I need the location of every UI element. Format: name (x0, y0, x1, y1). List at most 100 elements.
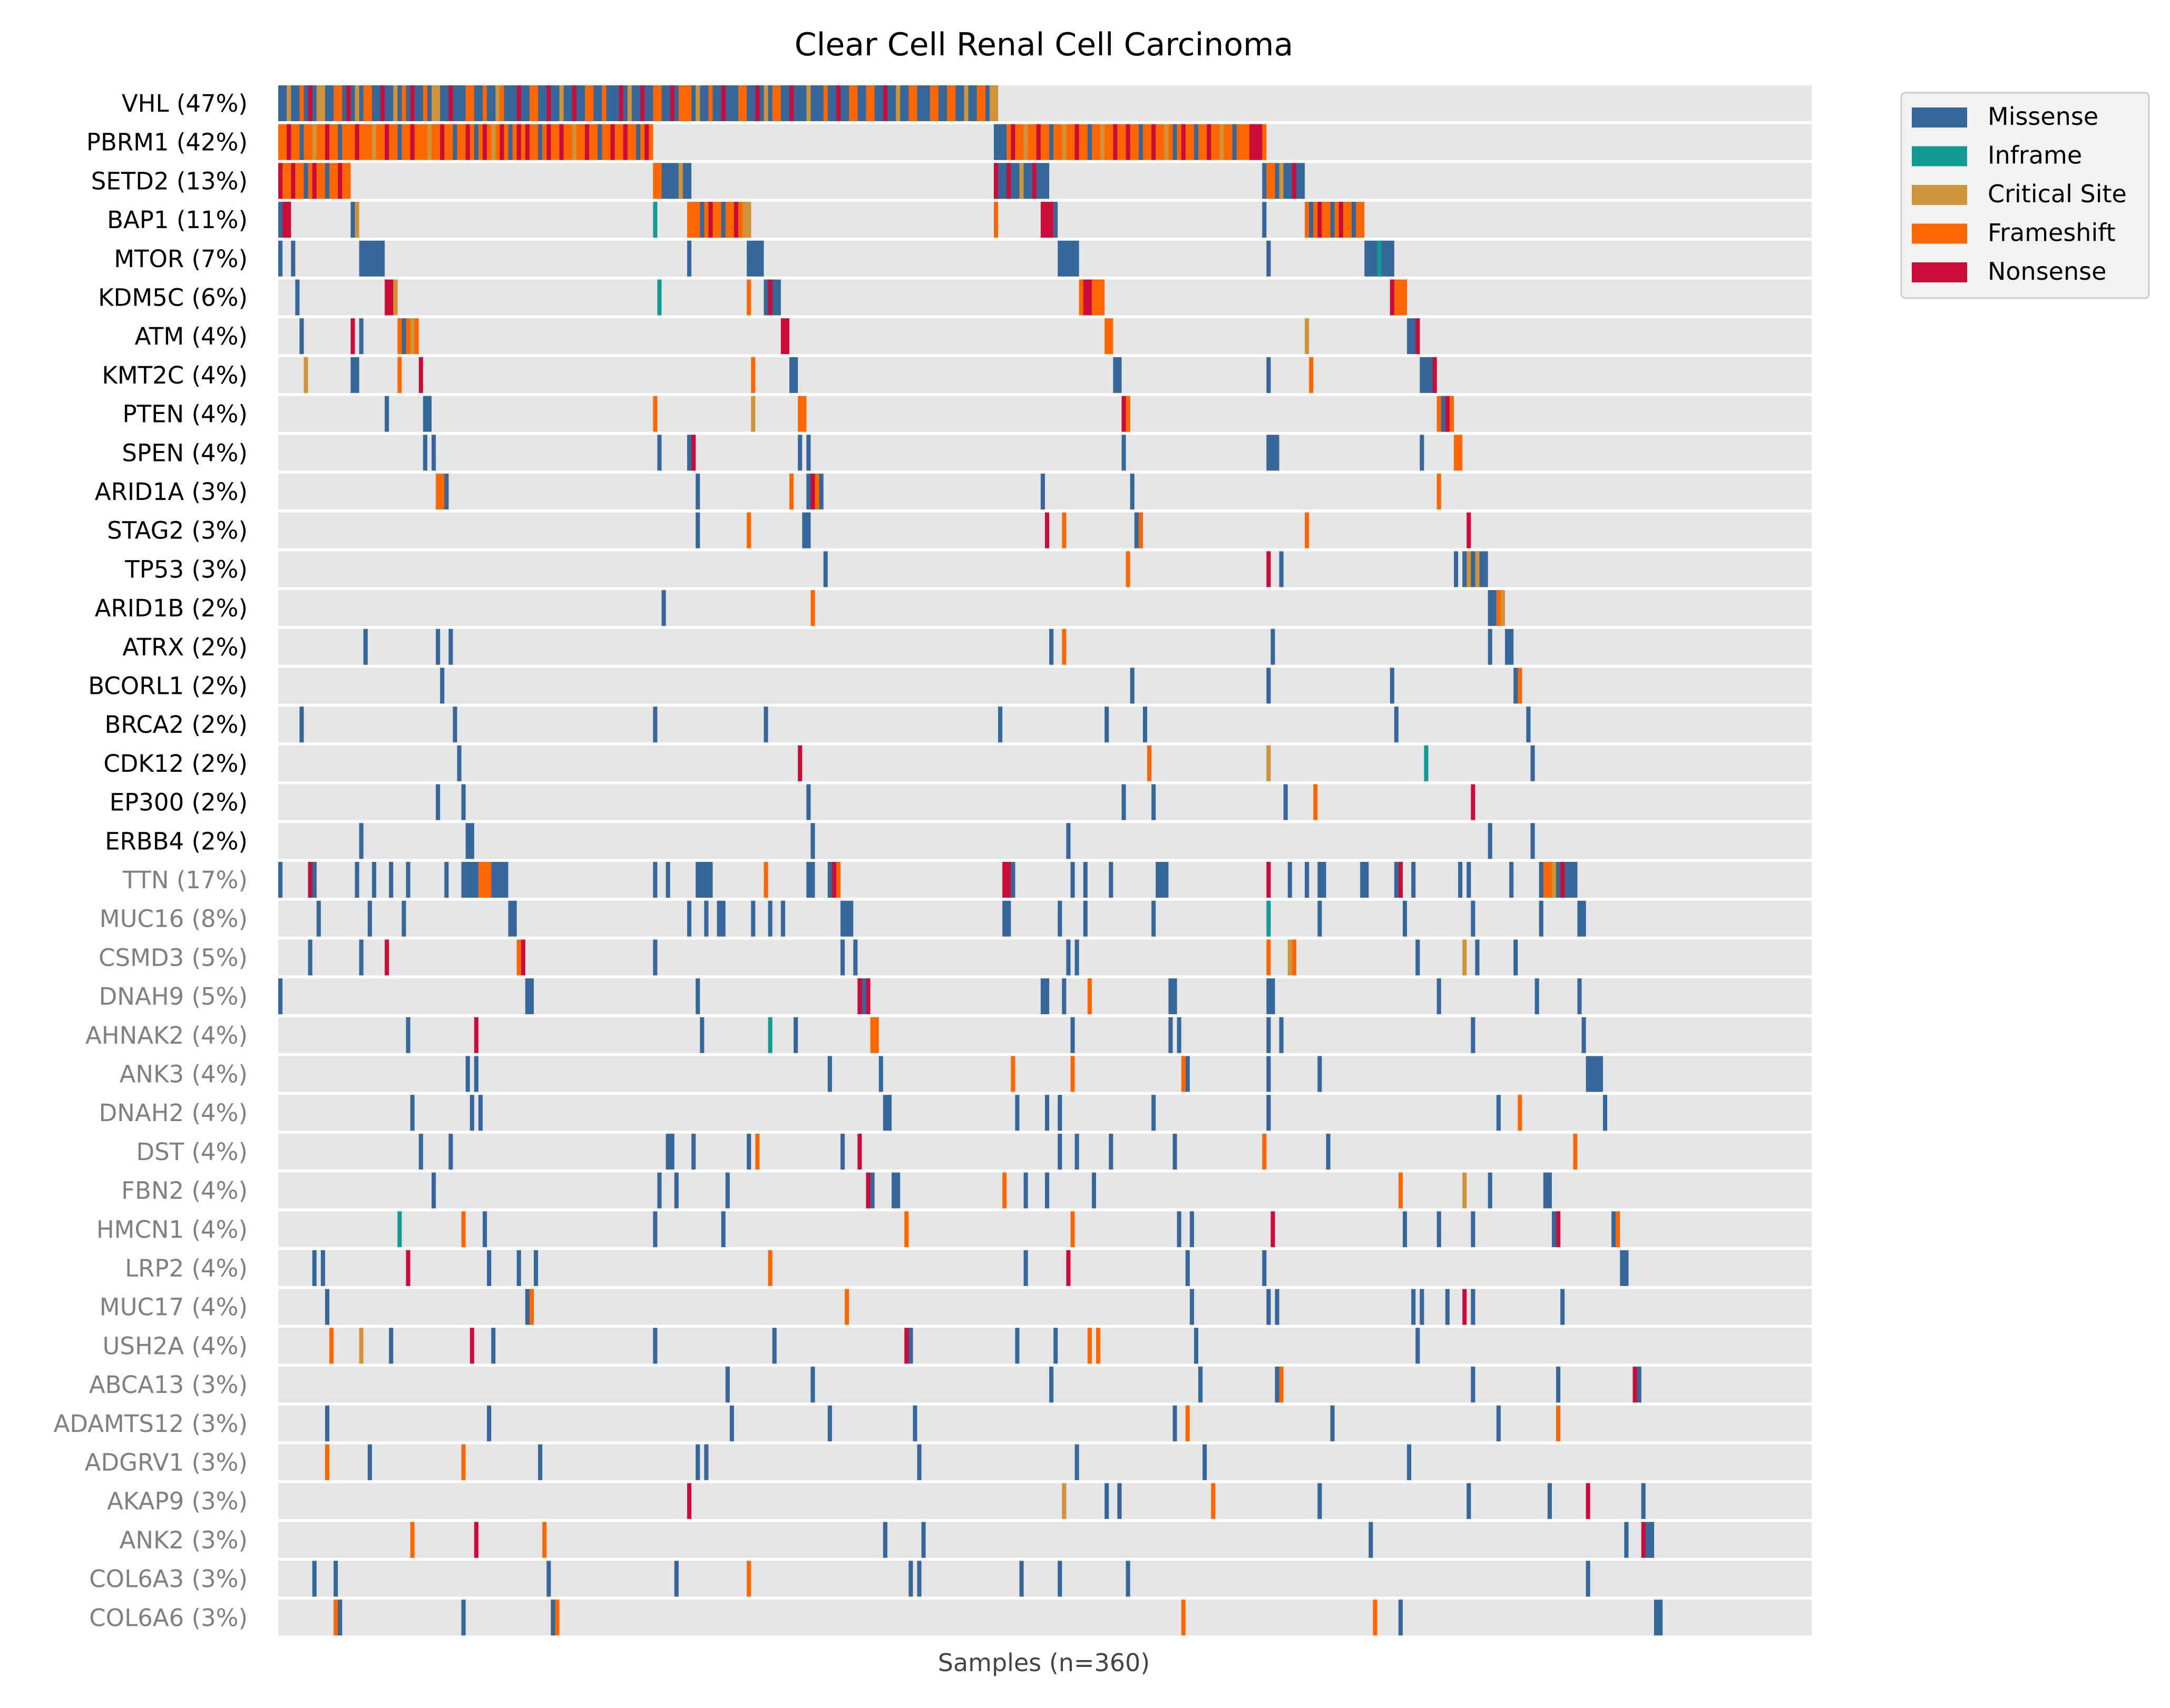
gene-label: ERBB4 (2%) (105, 827, 248, 855)
mutation-cell-missense (1053, 1328, 1058, 1364)
mutation-cell-critical-site (287, 85, 291, 121)
mutation-cell-nonsense (516, 85, 521, 121)
mutation-cell-nonsense (1151, 124, 1156, 160)
mutation-cell-missense (1645, 1522, 1654, 1558)
mutation-cell-frameshift (836, 862, 840, 898)
mutation-cell-missense (1015, 1328, 1020, 1364)
mutation-cell-missense (700, 1017, 705, 1053)
mutation-cell-missense (1330, 202, 1335, 238)
mutation-cell-frameshift (976, 85, 985, 121)
gene-row-tp53: TP53 (3%) (124, 551, 1812, 587)
mutation-cell-nonsense (546, 124, 551, 160)
mutation-cell-critical-site (627, 85, 632, 121)
mutation-cell-missense (917, 1444, 922, 1480)
mutation-cell-missense (1266, 1289, 1271, 1325)
mutation-cell-missense (1471, 1289, 1475, 1325)
mutation-cell-missense (1279, 551, 1284, 587)
mutation-cell-missense (1471, 1367, 1475, 1403)
mutation-cell-nonsense (585, 124, 590, 160)
mutation-cell-frameshift (1147, 745, 1152, 781)
mutation-cell-missense (1203, 1444, 1207, 1480)
mutation-cell-critical-site (495, 85, 500, 121)
mutation-cell-missense (810, 1367, 815, 1403)
mutation-cell-missense (453, 706, 457, 743)
mutation-cell-missense (474, 1056, 478, 1092)
mutation-cell-missense (1398, 1599, 1403, 1636)
mutation-cell-frameshift (1070, 1211, 1075, 1248)
legend-item-frameshift: Frameshift (1912, 219, 2116, 247)
mutation-cell-frameshift (747, 279, 751, 316)
mutation-cell-missense (1074, 1444, 1079, 1480)
mutation-cell-critical-site (1462, 939, 1467, 976)
mutation-cell-frameshift (798, 396, 807, 432)
mutation-cell-missense (921, 1522, 926, 1558)
mutation-cell-nonsense (670, 85, 675, 121)
mutation-cell-frameshift (1309, 357, 1314, 393)
mutation-cell-nonsense (483, 124, 487, 160)
gene-row-adgrv1: ADGRV1 (3%) (85, 1444, 1812, 1480)
legend-swatch (1912, 262, 1967, 282)
mutation-cell-missense (1275, 1367, 1279, 1403)
gene-label: LRP2 (4%) (125, 1254, 248, 1282)
mutation-cell-nonsense (1126, 124, 1130, 160)
mutation-cell-nonsense (410, 124, 415, 160)
mutation-cell-missense (789, 357, 798, 393)
mutation-cell-nonsense (798, 745, 803, 781)
mutation-cell-missense (1040, 978, 1050, 1015)
gene-row-adamts12: ADAMTS12 (3%) (54, 1405, 1812, 1441)
mutation-cell-inframe (1377, 240, 1382, 277)
mutation-cell-frameshift (653, 396, 658, 432)
mutation-cell-missense (1620, 1250, 1629, 1286)
mutation-cell-missense (278, 978, 283, 1015)
gene-label: MTOR (7%) (114, 245, 248, 273)
mutation-cell-missense (325, 1289, 329, 1325)
gene-row-spen: SPEN (4%) (122, 435, 1812, 471)
mutation-cell-missense (1002, 900, 1011, 937)
mutation-cell-missense (1058, 1133, 1062, 1170)
mutation-cell-nonsense (346, 85, 351, 121)
mutation-cell-missense (696, 474, 700, 509)
mutation-cell-frameshift (1002, 1172, 1007, 1209)
mutation-cell-missense (1488, 629, 1492, 665)
mutation-cell-missense (1266, 978, 1275, 1015)
mutation-cell-frameshift (845, 1289, 849, 1325)
mutation-cell-missense (1436, 978, 1441, 1015)
mutation-cell-missense (696, 978, 700, 1015)
gene-label: PTEN (4%) (122, 400, 248, 428)
mutation-cell-missense (551, 1599, 555, 1636)
mutation-cell-critical-site (806, 85, 811, 121)
mutation-cell-missense (508, 900, 517, 937)
mutation-cell-missense (802, 512, 811, 548)
mutation-cell-missense (674, 1172, 679, 1209)
mutation-cell-missense (853, 939, 858, 976)
mutation-cell-nonsense (474, 1522, 478, 1558)
mutation-cell-missense (1654, 1599, 1663, 1636)
mutation-cell-nonsense (418, 357, 423, 393)
mutation-cell-missense (1168, 978, 1177, 1015)
mutation-cell-critical-site (316, 85, 325, 121)
mutation-cell-frameshift (529, 1289, 534, 1325)
mutation-cell-missense (1509, 862, 1514, 898)
mutation-cell-missense (487, 1250, 492, 1286)
mutation-cell-critical-site (1062, 124, 1067, 160)
mutation-cell-frameshift (1518, 668, 1522, 704)
mutation-cell-frameshift (402, 85, 406, 121)
mutation-cell-frameshift (423, 85, 427, 121)
mutation-cell-frameshift (1211, 1483, 1216, 1519)
mutation-cell-nonsense (1556, 1211, 1561, 1248)
mutation-cell-missense (794, 1017, 798, 1053)
gene-row-pten: PTEN (4%) (122, 396, 1812, 432)
mutation-cell-frameshift (542, 1522, 547, 1558)
mutation-cell-missense (1104, 1483, 1109, 1519)
mutation-cell-frameshift (687, 202, 751, 238)
mutation-cell-missense (1394, 862, 1399, 898)
mutation-cell-missense (687, 900, 692, 937)
mutation-cell-frameshift (755, 1133, 760, 1170)
mutation-cell-missense (721, 202, 726, 238)
mutation-cell-frameshift (747, 1560, 751, 1597)
mutation-cell-inframe (397, 1211, 402, 1248)
mutation-cell-frameshift (1062, 512, 1067, 548)
mutation-cell-critical-site (696, 85, 700, 121)
mutation-cell-missense (367, 900, 372, 937)
